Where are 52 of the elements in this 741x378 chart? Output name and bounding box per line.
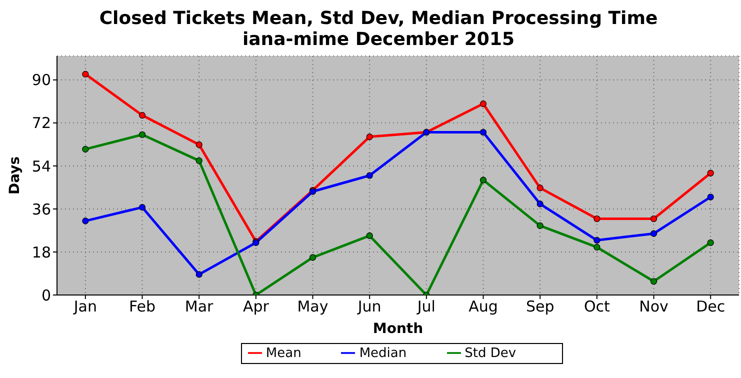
y-tick-label: 0 — [41, 286, 51, 304]
point — [309, 254, 316, 261]
point — [196, 157, 202, 164]
point — [366, 232, 373, 240]
point — [707, 239, 714, 246]
point — [480, 128, 487, 136]
point — [138, 131, 146, 138]
point — [536, 184, 544, 192]
x-tick-label: Jun — [356, 298, 382, 316]
point — [138, 112, 146, 119]
x-tick-label: Nov — [639, 298, 669, 316]
point — [366, 172, 373, 179]
point — [480, 100, 487, 108]
y-tick-label: 90 — [32, 71, 51, 90]
point — [196, 271, 202, 278]
y-tick-label: 18 — [32, 243, 51, 262]
point — [650, 215, 658, 222]
point — [82, 146, 89, 153]
legend-label: Mean — [266, 346, 302, 361]
point — [82, 70, 89, 78]
y-tick-label: 72 — [32, 114, 51, 132]
point — [82, 218, 89, 224]
x-tick-label: Jan — [72, 298, 97, 316]
point — [594, 215, 600, 222]
legend-label: Median — [359, 346, 407, 361]
y-tick-label: 54 — [32, 157, 51, 176]
x-tick-label: Dec — [696, 298, 726, 316]
point — [707, 194, 714, 200]
x-tick-label: Feb — [128, 298, 156, 316]
point — [650, 278, 658, 285]
point — [594, 236, 600, 244]
chart-title: Closed Tickets Mean, Std Dev, Median Processing Time iana-mime December 2015 — [98, 8, 659, 50]
point — [536, 222, 544, 229]
point — [650, 230, 658, 237]
point — [196, 141, 202, 148]
point — [536, 200, 544, 208]
point — [138, 204, 146, 211]
point — [366, 133, 373, 140]
y-axis-title: Days — [6, 156, 23, 195]
point — [480, 176, 487, 184]
x-tick-label: Mar — [184, 298, 214, 316]
x-tick-label: May — [297, 298, 328, 316]
point — [594, 244, 600, 250]
legend-label: Std Dev — [464, 346, 516, 361]
x-tick-label: Aug — [468, 298, 498, 316]
y-tick-label: 36 — [32, 200, 51, 218]
point — [707, 170, 714, 176]
x-tick-label: Apr — [242, 298, 270, 316]
x-tick-label: Jul — [416, 298, 436, 316]
x-tick-label: Sep — [526, 298, 554, 316]
x-axis-title: Month — [372, 321, 424, 337]
x-tick-label: Oct — [584, 298, 610, 316]
